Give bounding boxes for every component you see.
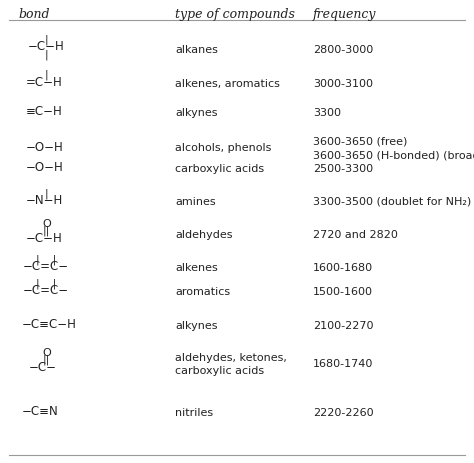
Text: |    |: | | <box>36 278 56 288</box>
Text: alkanes: alkanes <box>175 44 218 55</box>
Text: O: O <box>43 218 51 228</box>
Text: −C≡C−H: −C≡C−H <box>22 317 77 330</box>
Text: 3600-3650 (free)
3600-3650 (H-bonded) (broad): 3600-3650 (free) 3600-3650 (H-bonded) (b… <box>313 137 474 160</box>
Text: O: O <box>43 347 51 357</box>
Text: aldehydes, ketones,
carboxylic acids: aldehydes, ketones, carboxylic acids <box>175 352 287 375</box>
Text: −O−H: −O−H <box>26 161 64 174</box>
Text: 1500-1600: 1500-1600 <box>313 287 373 297</box>
Text: aromatics: aromatics <box>175 287 230 297</box>
Text: 2100-2270: 2100-2270 <box>313 320 374 330</box>
Text: ≡C−H: ≡C−H <box>26 105 63 118</box>
Text: −C−H: −C−H <box>27 40 64 53</box>
Text: 1600-1680: 1600-1680 <box>313 263 373 273</box>
Text: |: | <box>45 188 49 198</box>
Text: 2800-3000: 2800-3000 <box>313 44 373 55</box>
Text: −C≡N: −C≡N <box>22 404 59 417</box>
Text: alkynes: alkynes <box>175 320 218 330</box>
Text: alkenes, aromatics: alkenes, aromatics <box>175 78 280 88</box>
Text: aldehydes: aldehydes <box>175 230 233 240</box>
Text: −C=C−: −C=C− <box>23 284 69 297</box>
Text: type of compounds: type of compounds <box>175 8 295 21</box>
Text: frequency: frequency <box>313 8 376 21</box>
Text: −O−H: −O−H <box>26 140 64 153</box>
Text: 3000-3100: 3000-3100 <box>313 78 373 88</box>
Text: 3300: 3300 <box>313 107 341 118</box>
Text: carboxylic acids: carboxylic acids <box>175 164 264 174</box>
Text: bond: bond <box>19 8 50 21</box>
Text: |    |: | | <box>36 254 56 264</box>
Text: |: | <box>45 50 49 60</box>
Text: 3300-3500 (doublet for NH₂): 3300-3500 (doublet for NH₂) <box>313 196 471 206</box>
Text: 2500-3300: 2500-3300 <box>313 164 373 174</box>
Text: 2720 and 2820: 2720 and 2820 <box>313 230 398 240</box>
Text: ||: || <box>43 354 50 364</box>
Text: |: | <box>45 34 49 44</box>
Text: alkenes: alkenes <box>175 263 218 273</box>
Text: alkynes: alkynes <box>175 107 218 118</box>
Text: nitriles: nitriles <box>175 407 213 417</box>
Text: amines: amines <box>175 196 216 206</box>
Text: alcohols, phenols: alcohols, phenols <box>175 143 272 153</box>
Text: |: | <box>45 70 49 80</box>
Text: −C−H: −C−H <box>26 232 63 245</box>
Text: −C−: −C− <box>28 361 56 374</box>
Text: 2220-2260: 2220-2260 <box>313 407 374 417</box>
Text: −C=C−: −C=C− <box>23 260 69 273</box>
Text: =C−H: =C−H <box>26 75 63 88</box>
Text: 1680-1740: 1680-1740 <box>313 358 373 369</box>
Text: −N−H: −N−H <box>26 194 63 206</box>
Text: ||: || <box>43 225 50 235</box>
